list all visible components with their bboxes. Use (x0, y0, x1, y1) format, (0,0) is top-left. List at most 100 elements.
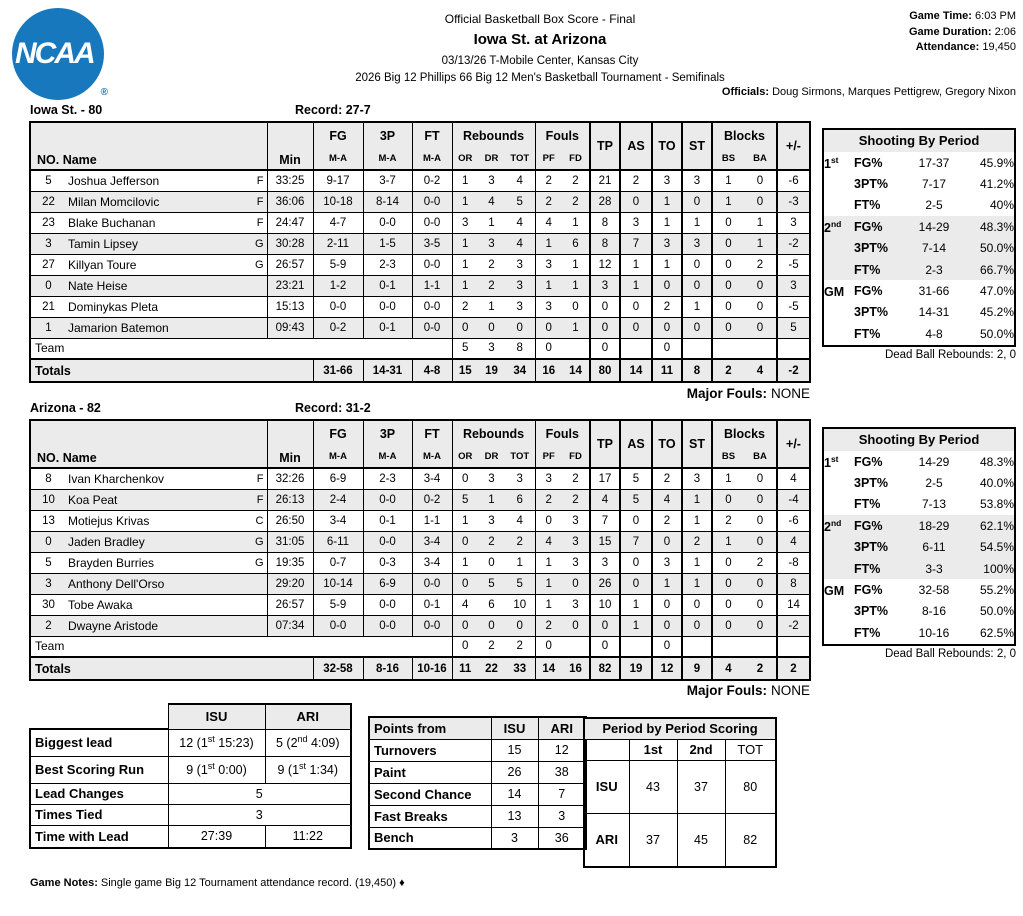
cell-fd: 6 (562, 232, 590, 254)
points-from-row: Fast Breaks 13 3 (368, 804, 587, 828)
cell-to: 1 (651, 211, 682, 233)
shooting-row: GM FG% 32-58 55.2% (824, 579, 1014, 600)
isu-tot: 80 (724, 759, 777, 814)
cell-dr: 2 (478, 530, 505, 552)
period-label (824, 536, 854, 558)
totals-as: 19 (619, 656, 652, 680)
cell-tot: 6 (505, 488, 535, 510)
percentage: 54.5% (962, 536, 1014, 558)
stat-label: 3PT% (854, 536, 906, 558)
cell-ba: 0 (744, 488, 777, 510)
cell-fd: 3 (562, 530, 590, 552)
percentage: 66.7% (962, 258, 1014, 281)
cell-3p: 0-3 (362, 551, 412, 573)
ari-1st: 37 (628, 812, 678, 868)
player-row: 13 Motiejus Krivas C 26:50 3-4 0-1 1-1 1… (30, 509, 810, 531)
col-isu: ISU (167, 703, 266, 730)
col-ft-ma: M-A (411, 148, 452, 171)
player-name-cell: Dominykas Pleta (66, 295, 267, 317)
cell-ft: 0-2 (411, 488, 452, 510)
cell-plusminus: 14 (776, 593, 810, 615)
shooting-row: FT% 2-3 66.7% (824, 258, 1014, 281)
cell-fd: 3 (562, 551, 590, 573)
cell-or: 2 (451, 295, 478, 317)
shooting-row: FT% 4-8 50.0% (824, 323, 1014, 344)
col-blocks: Blocks (711, 122, 777, 148)
period-scoring-header: 1st 2nd TOT (583, 738, 777, 761)
team-tp: 0 (589, 635, 620, 657)
cell-ba: 1 (744, 211, 777, 233)
points-from-isu: 26 (490, 760, 539, 784)
players-iowa: 5 Joshua Jefferson F 33:25 9-17 3-7 0-2 … (30, 169, 810, 338)
player-name-cell: Jaden Bradley G (66, 530, 267, 552)
percentage: 47.0% (979, 284, 1014, 299)
period-label: 1st (824, 453, 839, 470)
player-number: 0 (30, 530, 66, 552)
cell-fg: 5-9 (312, 253, 363, 275)
made-attempted: 7-14 (906, 237, 962, 259)
col-bs: BS (711, 148, 744, 171)
stat-label: FG% (854, 284, 883, 299)
cell-dr: 2 (478, 274, 505, 296)
cell-ba: 0 (744, 572, 777, 594)
percentage: 100% (962, 557, 1014, 580)
points-from-table: Points from ISU ARI Turnovers 15 12 Pain… (368, 716, 587, 850)
cell-as: 7 (619, 530, 652, 552)
player-name: Dominykas Pleta (68, 299, 159, 314)
cell-to: 3 (651, 551, 682, 573)
player-number: 27 (30, 253, 66, 275)
period-scoring-title-row: Period by Period Scoring (583, 717, 777, 740)
player-name-cell: Nate Heise (66, 274, 267, 296)
cell-fd: 0 (562, 572, 590, 594)
time-with-lead-label: Time with Lead (29, 824, 169, 849)
cell-plusminus: 3 (776, 274, 810, 296)
player-name: Jamarion Batemon (68, 320, 169, 335)
cell-dr: 4 (478, 190, 505, 212)
totals-tp: 82 (589, 656, 620, 680)
cell-as: 7 (619, 232, 652, 254)
cell-3p: 0-0 (362, 488, 412, 510)
team-plusminus (776, 635, 810, 657)
cell-dr: 1 (478, 211, 505, 233)
cell-ft: 0-1 (411, 593, 452, 615)
cell-dr: 1 (478, 295, 505, 317)
cell-to: 2 (651, 295, 682, 317)
cell-plusminus: 4 (776, 467, 810, 489)
player-number: 21 (30, 295, 66, 317)
cell-fd: 1 (562, 316, 590, 338)
cell-fg: 6-9 (312, 467, 363, 489)
player-name: Anthony Dell'Orso (68, 576, 165, 591)
shooting-row: 3PT% 2-5 40.0% (824, 472, 1014, 493)
cell-tot: 4 (505, 232, 535, 254)
cell-as: 0 (619, 316, 652, 338)
cell-as: 0 (619, 572, 652, 594)
percentage: 50.0% (979, 604, 1014, 619)
col-dr: DR (478, 148, 505, 171)
cell-min: 23:21 (266, 274, 313, 296)
points-from-row: Turnovers 15 12 (368, 738, 587, 762)
points-from-row: Second Chance 14 7 (368, 782, 587, 806)
shooting-rows-arizona: 1st FG% 14-29 48.3% 3PT% 2-5 40.0% FT% 7… (824, 451, 1014, 644)
col-st: ST (681, 122, 712, 171)
cell-tp: 0 (589, 295, 620, 317)
period-label: GM (824, 584, 845, 599)
team-blocks (711, 337, 777, 359)
cell-pf: 2 (534, 190, 562, 212)
shooting-row: FT% 10-16 62.5% (824, 622, 1014, 643)
cell-ft: 0-0 (411, 190, 452, 212)
team-title-iowa: Iowa St. - 80 Record: 27-7 (30, 103, 810, 117)
cell-as: 1 (619, 614, 652, 636)
points-from-isu: 13 (490, 804, 539, 828)
col-dr: DR (478, 446, 505, 469)
cell-dr: 3 (478, 169, 505, 191)
cell-st: 0 (681, 614, 712, 636)
cell-ft: 0-0 (411, 211, 452, 233)
box-score-table-iowa: NO. Name Min FG 3P FT Rebounds Fouls TP … (29, 121, 811, 383)
stat-label: FT% (854, 557, 906, 580)
cell-pf: 3 (534, 467, 562, 489)
cell-ft: 3-4 (411, 467, 452, 489)
time-with-lead-isu: 27:39 (167, 824, 266, 849)
cell-pf: 2 (534, 614, 562, 636)
stat-label: 3PT% (854, 177, 889, 192)
points-from-row: Paint 26 38 (368, 760, 587, 784)
